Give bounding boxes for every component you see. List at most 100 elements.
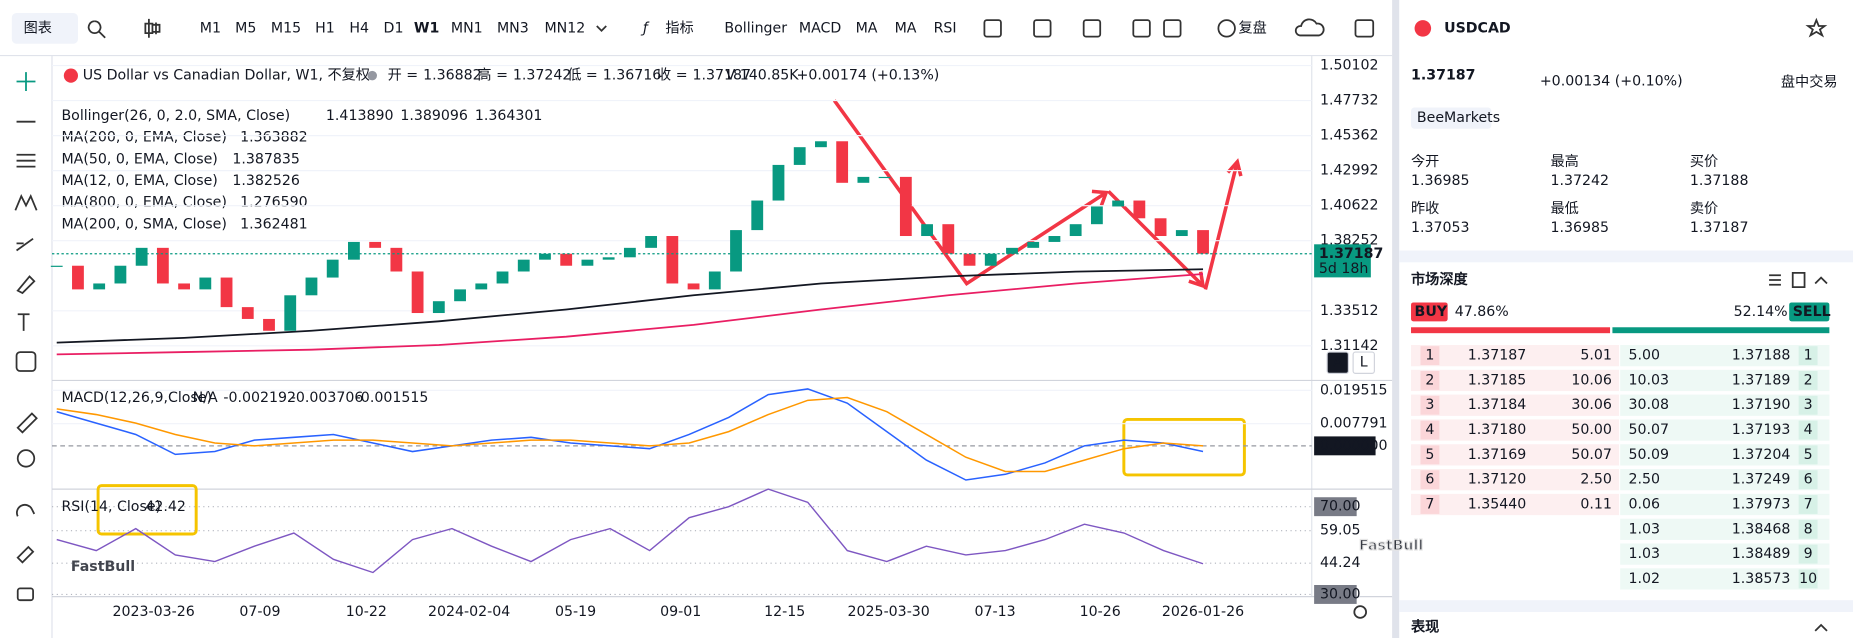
fullscreen-icon[interactable]	[1354, 19, 1375, 38]
bid-volume: 50.07	[1571, 447, 1612, 463]
macd-series	[56, 396, 1204, 473]
bid-index: 1	[1425, 348, 1434, 364]
drawing-tools[interactable]	[14, 72, 38, 602]
candle-icon[interactable]	[144, 18, 161, 38]
indicator-name: MA(200, 0, EMA, Close)	[61, 130, 226, 146]
ask-price: 1.38468	[1732, 521, 1791, 537]
indicator-value: 1.389096	[400, 108, 468, 124]
interval-button[interactable]: MN12	[544, 20, 585, 36]
interval-button[interactable]: MN1	[451, 20, 483, 36]
study-button[interactable]: Bollinger	[724, 20, 787, 36]
candle	[156, 247, 169, 284]
ask-index: 5	[1804, 447, 1813, 463]
chart-menu: 图表	[24, 20, 52, 36]
study-button[interactable]: MA	[856, 20, 878, 36]
toolbar-icon[interactable]	[1033, 19, 1052, 38]
interval-button[interactable]: H1	[315, 20, 335, 36]
macd-value: -0.002192	[223, 390, 296, 406]
candle	[475, 283, 488, 290]
indicators-menu[interactable]: 指标	[665, 20, 693, 36]
toolbar-icon[interactable]	[1163, 19, 1182, 38]
interval-button[interactable]: M15	[271, 20, 301, 36]
candle	[199, 277, 212, 290]
buy-ratio-bar	[1411, 327, 1611, 334]
ohlc-label: 收 =	[657, 68, 688, 84]
interval-button[interactable]: M5	[235, 20, 256, 36]
candle	[114, 265, 127, 284]
study-button[interactable]: MACD	[799, 20, 842, 36]
chevron-up[interactable]	[1814, 623, 1828, 632]
toolbar-icon[interactable]	[1132, 19, 1151, 38]
candle	[602, 257, 615, 260]
candle	[942, 224, 955, 254]
ask-index: 2	[1804, 372, 1813, 388]
cloud-icon[interactable]	[1294, 18, 1325, 37]
logo-watermark: FastBull	[71, 559, 135, 575]
bid-price: 1.37180	[1468, 422, 1527, 438]
favorite-icon[interactable]	[1805, 17, 1828, 38]
candle	[1027, 241, 1040, 248]
rsi-line	[56, 488, 1204, 574]
replay-button[interactable]: 复盘	[1238, 19, 1266, 36]
depth-icons[interactable]	[1769, 272, 1828, 288]
interval-button[interactable]: W1	[414, 20, 439, 36]
menu-button[interactable]	[11, 12, 78, 44]
candle	[1175, 230, 1188, 237]
candle	[560, 253, 573, 266]
bid-row-bg	[1411, 369, 1620, 392]
ask-index-box	[1798, 569, 1818, 589]
scale-button[interactable]	[1326, 351, 1349, 374]
study-button[interactable]: RSI	[934, 20, 957, 36]
broker-tag	[1411, 107, 1492, 129]
ohlc-label: 开 =	[388, 68, 419, 84]
toolbar-icon[interactable]	[983, 19, 1002, 38]
status-dot	[367, 70, 377, 81]
interval-button[interactable]: H4	[349, 20, 369, 36]
bid-price: 1.37187	[1468, 348, 1527, 364]
highlight-box	[96, 484, 198, 536]
scale-button-label[interactable]: L	[1360, 355, 1368, 371]
price-tick-label: 1.40622	[1320, 198, 1379, 214]
bid-price: 1.37169	[1468, 447, 1527, 463]
interval-button[interactable]: D1	[384, 20, 404, 36]
ask-index-box	[1798, 519, 1818, 539]
toolbar-icon[interactable]	[1082, 19, 1102, 38]
rsi-level-tag	[1314, 585, 1357, 604]
stat-label: 昨收	[1411, 201, 1439, 217]
bid-index-box	[1420, 495, 1440, 514]
price-tag-value: 1.37187	[1319, 246, 1383, 262]
buy-label: BUY	[1415, 304, 1448, 320]
ask-volume: 5.00	[1628, 348, 1660, 364]
time-label: 2025-03-30	[848, 604, 930, 620]
ohlc-value: 1.36882	[423, 68, 482, 84]
rsi-tick-label: 30.00	[1320, 586, 1361, 602]
section-divider	[1399, 600, 1853, 613]
macd-tick-label: 0.000000	[1320, 438, 1388, 454]
interval-button[interactable]: M1	[200, 20, 221, 36]
fastbull-watermark: FastBull	[1359, 538, 1423, 554]
candle	[899, 176, 912, 237]
indicator-value: 1.387835	[232, 151, 300, 167]
candle	[284, 295, 297, 331]
candle	[135, 247, 148, 266]
interval-button[interactable]: MN3	[497, 20, 529, 36]
ask-index: 9	[1804, 546, 1813, 562]
time-label: 2026-01-26	[1162, 604, 1244, 620]
time-label: 2024-02-04	[428, 604, 510, 620]
ask-row-bg	[1620, 469, 1830, 491]
ask-volume: 30.08	[1628, 397, 1669, 413]
scale-button[interactable]	[1352, 351, 1375, 374]
sell-label: SELL	[1793, 304, 1831, 320]
settings-icon[interactable]	[1353, 605, 1368, 619]
scale-button-label[interactable]: A	[1333, 355, 1343, 371]
ask-index-box	[1798, 420, 1818, 440]
search-icon[interactable]	[87, 20, 106, 39]
macd-series	[56, 388, 1204, 481]
change: +0.00174 (+0.13%)	[797, 68, 940, 84]
study-button[interactable]: MA	[895, 20, 917, 36]
candle	[539, 253, 551, 260]
replay-icon[interactable]	[1217, 19, 1236, 38]
macd-value: -0.003706	[291, 390, 364, 406]
ask-index: 8	[1804, 521, 1813, 537]
